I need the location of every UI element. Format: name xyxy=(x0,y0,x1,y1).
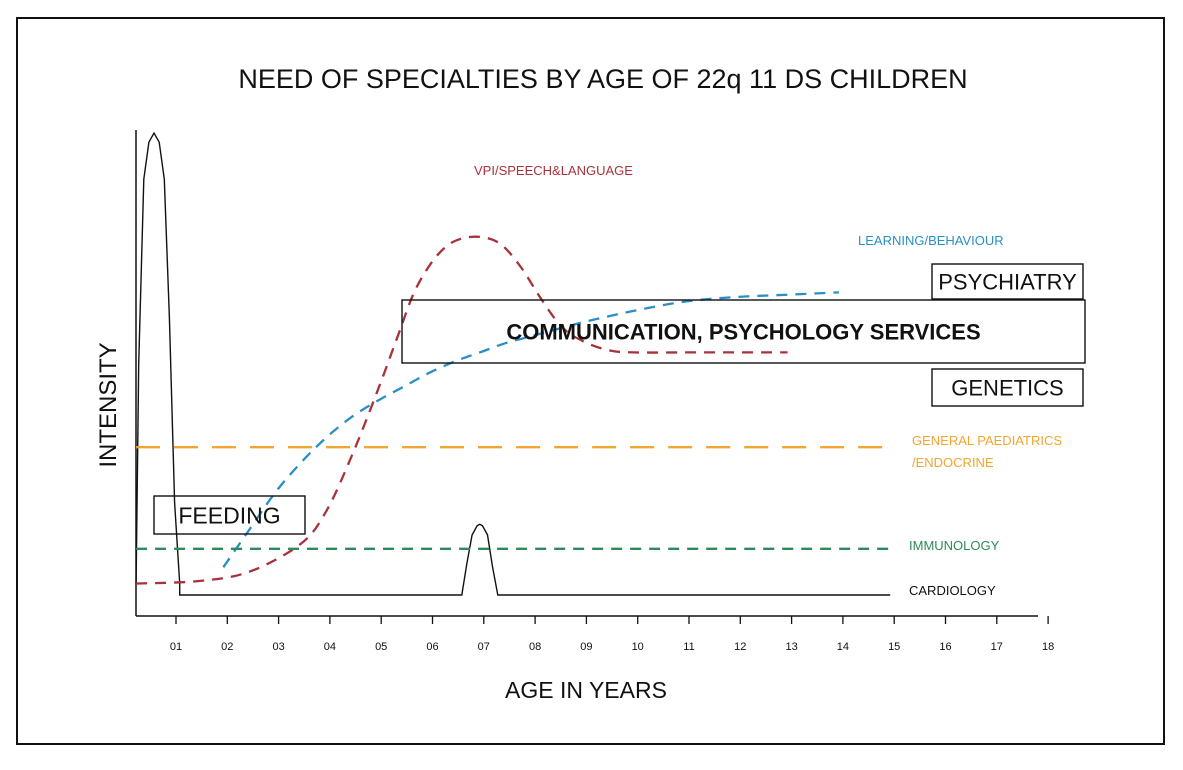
y-axis-label: INTENSITY xyxy=(95,342,122,467)
chart-title: NEED OF SPECIALTIES BY AGE OF 22q 11 DS … xyxy=(238,64,967,94)
learning-behaviour-line xyxy=(222,291,839,568)
feeding-box: FEEDING xyxy=(153,495,306,535)
vpi-speech-language-line xyxy=(136,235,788,585)
x-tick-label: 13 xyxy=(785,641,797,653)
x-tick-label: 15 xyxy=(888,641,900,653)
x-tick-label: 18 xyxy=(1042,641,1054,653)
feeding-box-rect xyxy=(153,495,306,535)
x-tick-label: 17 xyxy=(991,641,1003,653)
figure-frame xyxy=(16,17,1165,745)
x-tick-label: 01 xyxy=(170,641,182,653)
x-tick-label: 10 xyxy=(632,641,644,653)
general-paediatrics-endocrine-label: GENERAL PAEDIATRICS/ENDOCRINE xyxy=(912,433,1062,470)
x-axis-label: AGE IN YEARS xyxy=(505,677,667,703)
x-tick-label: 07 xyxy=(478,641,490,653)
feeding-box-label: FEEDING xyxy=(178,502,280,528)
cardiology-line xyxy=(135,131,891,596)
genetics-box: GENETICS xyxy=(931,368,1084,407)
x-tick-label: 16 xyxy=(939,641,951,653)
immunology-label: IMMUNOLOGY xyxy=(909,538,1000,553)
communication-psychology-box-rect xyxy=(401,299,1086,364)
x-tick-label: 04 xyxy=(324,641,336,653)
genetics-box-rect xyxy=(931,368,1084,407)
x-tick-label: 11 xyxy=(683,641,694,653)
communication-psychology-box-label: COMMUNICATION, PSYCHOLOGY SERVICES xyxy=(506,319,980,344)
vpi-speech-language-label: VPI/SPEECH&LANGUAGE xyxy=(474,163,633,178)
x-tick-label: 12 xyxy=(734,641,746,653)
x-tick-label: 08 xyxy=(529,641,541,653)
psychiatry-box-rect xyxy=(931,263,1084,300)
x-tick-label: 14 xyxy=(837,641,849,653)
x-tick-label: 03 xyxy=(272,641,284,653)
learning-behaviour-label: LEARNING/BEHAVIOUR xyxy=(858,233,1004,248)
cardiology-label: CARDIOLOGY xyxy=(909,583,996,598)
communication-psychology-box: COMMUNICATION, PSYCHOLOGY SERVICES xyxy=(401,299,1086,364)
psychiatry-box-label: PSYCHIATRY xyxy=(938,269,1077,294)
genetics-box-label: GENETICS xyxy=(951,375,1063,400)
x-tick-label: 05 xyxy=(375,641,387,653)
x-tick-label: 02 xyxy=(221,641,233,653)
x-tick-label: 09 xyxy=(580,641,592,653)
x-tick-label: 06 xyxy=(426,641,438,653)
psychiatry-box: PSYCHIATRY xyxy=(931,263,1084,300)
